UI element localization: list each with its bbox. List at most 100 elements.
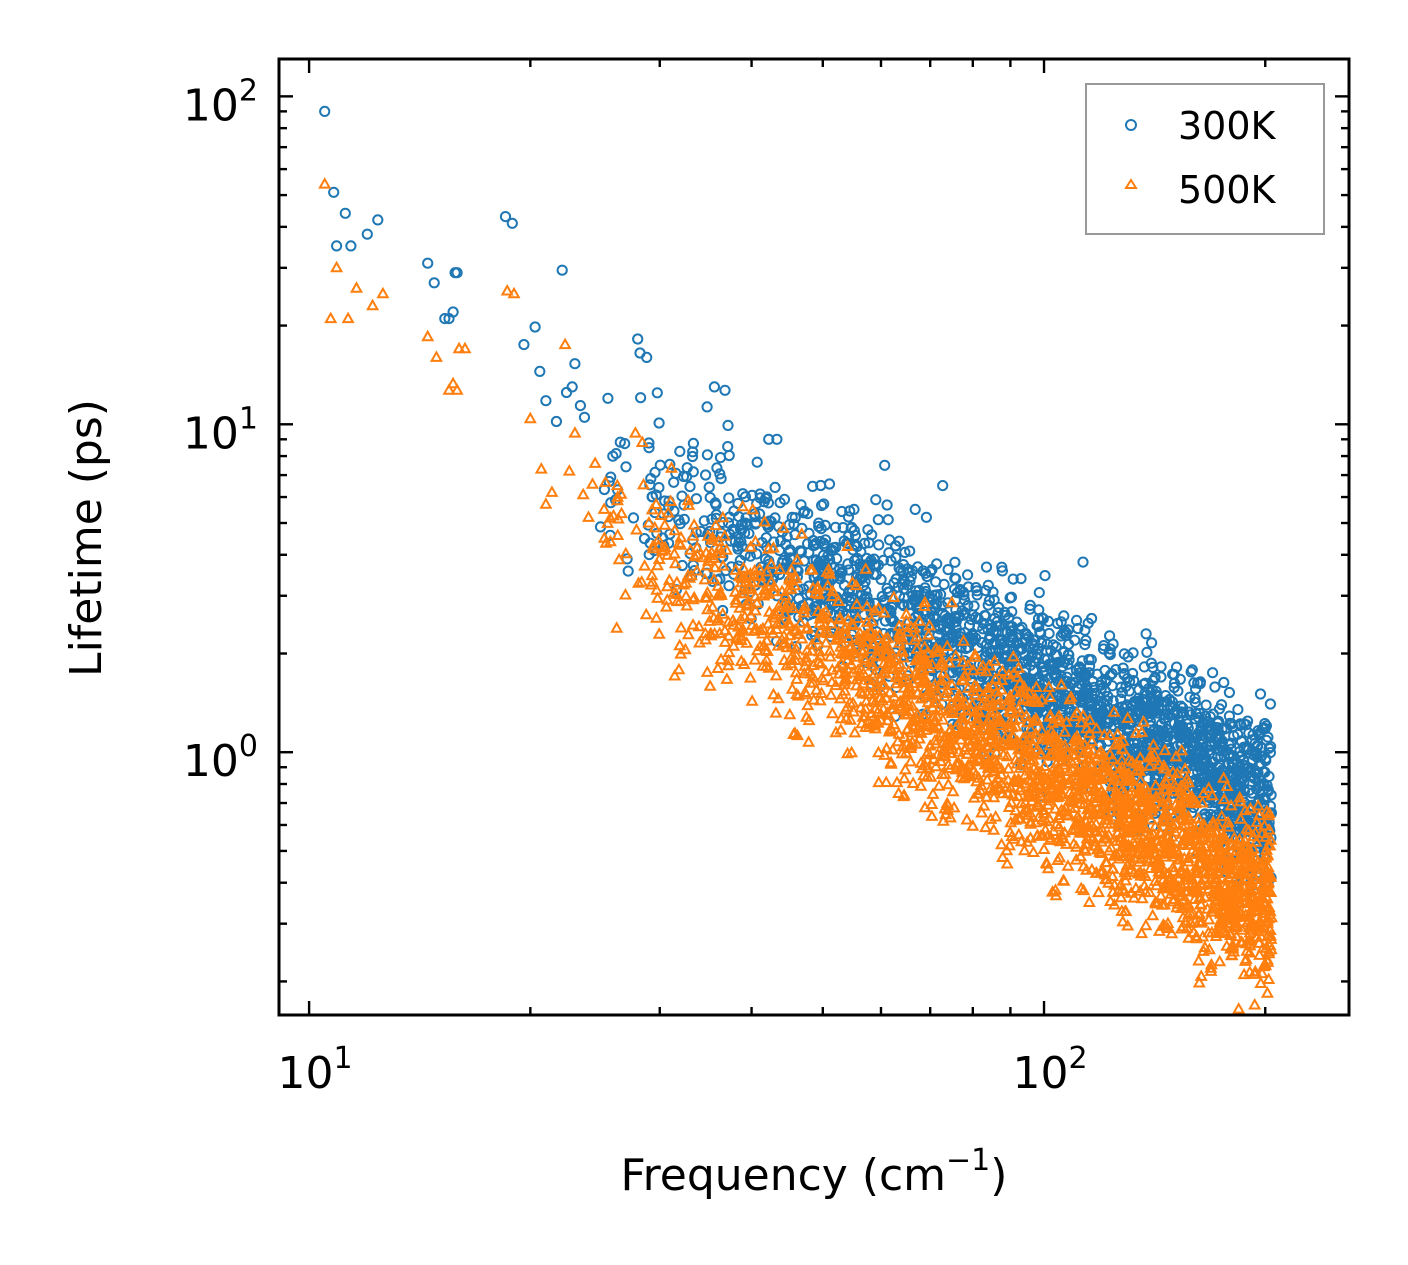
data-point xyxy=(866,693,880,706)
data-point xyxy=(1078,844,1092,856)
data-point xyxy=(862,524,874,536)
data-point xyxy=(1104,649,1116,661)
data-point xyxy=(446,376,460,389)
data-point xyxy=(1073,661,1086,673)
data-point xyxy=(703,679,717,691)
data-point xyxy=(833,611,847,623)
data-point xyxy=(1164,881,1178,893)
data-point xyxy=(912,614,926,626)
data-point xyxy=(880,713,894,726)
data-point xyxy=(958,743,972,755)
data-point xyxy=(1006,649,1020,662)
data-point xyxy=(1127,647,1139,659)
data-point xyxy=(1094,708,1106,720)
data-point xyxy=(1013,705,1027,717)
data-point xyxy=(976,689,990,701)
data-point xyxy=(956,726,970,739)
data-point xyxy=(1233,794,1247,807)
data-point xyxy=(1080,802,1095,815)
data-point xyxy=(788,653,803,665)
data-point xyxy=(1021,802,1035,815)
data-point xyxy=(1007,713,1021,725)
data-point xyxy=(797,666,811,679)
data-point xyxy=(943,630,955,642)
data-point xyxy=(844,595,856,607)
data-point xyxy=(558,337,572,350)
data-point xyxy=(795,499,807,511)
data-point xyxy=(729,536,741,548)
data-point xyxy=(1116,686,1128,699)
data-point xyxy=(993,643,1005,655)
data-point xyxy=(914,756,928,768)
data-point xyxy=(1262,822,1276,835)
data-point xyxy=(646,541,660,554)
data-point xyxy=(1260,843,1274,855)
data-point xyxy=(909,653,923,665)
data-point xyxy=(1011,638,1023,650)
data-point xyxy=(1039,570,1051,582)
data-point xyxy=(858,537,871,550)
data-point xyxy=(1239,908,1253,920)
data-point xyxy=(1153,770,1165,782)
data-point xyxy=(1023,764,1037,776)
data-point xyxy=(1014,623,1026,635)
data-point xyxy=(1066,795,1080,808)
data-point xyxy=(942,655,956,668)
data-point xyxy=(987,625,1000,638)
data-point xyxy=(1229,877,1243,890)
data-point xyxy=(1252,948,1267,960)
data-point xyxy=(1040,729,1055,741)
data-point xyxy=(737,488,749,500)
data-point xyxy=(818,498,830,510)
data-point xyxy=(1205,788,1219,801)
data-point xyxy=(761,491,773,503)
data-point xyxy=(1088,769,1102,782)
data-point xyxy=(762,587,776,599)
data-point xyxy=(681,627,695,640)
data-point xyxy=(1190,707,1202,720)
data-point xyxy=(610,621,624,633)
data-point xyxy=(994,837,1009,850)
data-point xyxy=(913,657,927,670)
data-point xyxy=(1181,718,1194,730)
data-point xyxy=(892,786,906,798)
data-point xyxy=(826,584,840,597)
data-point xyxy=(1101,695,1113,707)
data-point xyxy=(728,525,740,538)
data-point xyxy=(773,562,787,575)
data-point xyxy=(1128,675,1140,687)
data-point xyxy=(1079,837,1093,849)
data-point xyxy=(1137,866,1151,879)
data-point xyxy=(1201,925,1216,938)
data-point xyxy=(670,575,684,588)
data-point xyxy=(789,642,803,654)
data-point xyxy=(895,643,909,656)
data-point xyxy=(865,554,877,567)
data-point xyxy=(610,448,622,460)
data-point xyxy=(809,683,824,695)
data-point xyxy=(690,493,703,505)
data-point xyxy=(1024,675,1036,687)
data-point xyxy=(1005,829,1019,841)
data-point xyxy=(1149,834,1164,846)
data-point xyxy=(1094,865,1108,877)
data-point xyxy=(1203,867,1217,880)
data-point xyxy=(1088,789,1102,802)
data-point xyxy=(614,436,626,448)
data-point xyxy=(1146,738,1160,750)
data-point xyxy=(838,672,852,684)
data-point xyxy=(966,732,980,745)
data-point xyxy=(766,540,780,553)
data-point xyxy=(810,632,824,645)
data-point xyxy=(843,564,855,576)
data-point xyxy=(1209,894,1223,906)
data-point xyxy=(1195,795,1209,808)
data-point xyxy=(376,286,390,299)
data-point xyxy=(1260,884,1274,897)
data-point xyxy=(878,646,893,659)
data-point xyxy=(1140,785,1154,797)
data-point xyxy=(1077,556,1089,568)
data-point xyxy=(918,800,932,813)
data-point xyxy=(845,745,859,758)
data-point xyxy=(1257,786,1269,798)
